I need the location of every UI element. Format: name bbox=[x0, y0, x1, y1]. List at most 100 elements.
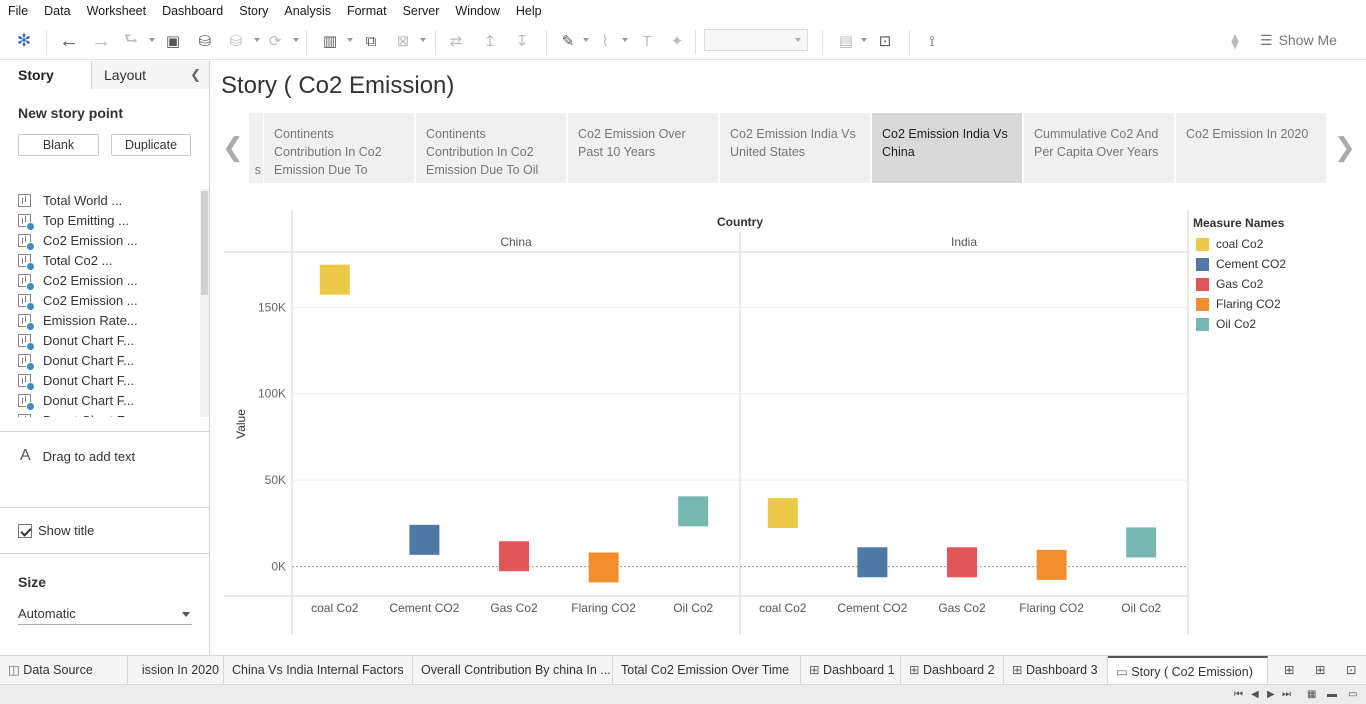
panel-header: China bbox=[500, 235, 532, 249]
previous-point-icon[interactable]: ❮ bbox=[222, 132, 244, 162]
sheet-list-item[interactable]: Co2 Emission ... bbox=[18, 270, 138, 291]
data-mark bbox=[1126, 527, 1157, 558]
save-icon[interactable]: ▣ bbox=[165, 33, 181, 50]
sheet-list-item[interactable]: Emission Rate... bbox=[18, 310, 138, 331]
story-point[interactable]: s bbox=[249, 113, 263, 183]
sheet-list-item[interactable]: Co2 Emission ... bbox=[18, 230, 138, 251]
menu-window[interactable]: Window bbox=[455, 4, 500, 18]
sheet-tab[interactable]: Total Co2 Emission Over Time bbox=[613, 656, 801, 685]
sheet-tab[interactable]: China Vs India Internal Factors bbox=[224, 656, 413, 685]
tableau-logo-icon[interactable]: ✻ bbox=[16, 31, 32, 50]
duplicate-sheet-icon[interactable]: ⧉ bbox=[365, 32, 377, 50]
presentation-icon[interactable]: ⊡ bbox=[878, 33, 892, 50]
size-dropdown[interactable]: Automatic bbox=[18, 603, 192, 625]
data-mark bbox=[1036, 549, 1067, 580]
story-point[interactable]: Continents Contribution In Co2 Emission … bbox=[416, 113, 566, 183]
tab-story[interactable]: Story bbox=[0, 61, 92, 89]
show-me-icon: ☰ bbox=[1260, 31, 1273, 48]
x-tick-label: Gas Co2 bbox=[938, 601, 986, 615]
next-point-icon[interactable]: ❯ bbox=[1334, 132, 1356, 162]
story-point[interactable]: Co2 Emission India Vs China bbox=[872, 113, 1022, 183]
sheet-list-item[interactable]: Total World ... bbox=[18, 190, 122, 210]
new-dashboard-icon[interactable]: ⊞ bbox=[1315, 663, 1326, 677]
legend-item[interactable]: coal Co2 bbox=[1193, 234, 1363, 254]
show-me-button[interactable]: ☰ Show Me bbox=[1260, 29, 1337, 51]
tab-layout[interactable]: Layout bbox=[92, 61, 209, 89]
sheet-tab[interactable]: ◫ Data Source bbox=[0, 656, 128, 685]
sheet-list-item-label: Total World ... bbox=[43, 192, 123, 208]
menu-server[interactable]: Server bbox=[402, 4, 440, 18]
sheet-tab[interactable]: ⊞ Dashboard 1 bbox=[801, 656, 901, 685]
story-point[interactable]: Co2 Emission In 2020 bbox=[1176, 113, 1326, 183]
last-sheet-icon[interactable]: ⏭ bbox=[1282, 689, 1291, 700]
menu-analysis[interactable]: Analysis bbox=[284, 4, 331, 18]
dashboard-icon: ⊞ bbox=[909, 663, 923, 677]
data-mark bbox=[409, 524, 440, 555]
worksheet-icon bbox=[18, 253, 35, 271]
story-points-navigator: s Continents Contribution In Co2 Emission… bbox=[249, 113, 1326, 183]
legend-swatch bbox=[1196, 277, 1209, 291]
menu-dashboard[interactable]: Dashboard bbox=[162, 4, 224, 18]
sheet-list-scroll-thumb[interactable] bbox=[201, 191, 208, 295]
sheet-list-item[interactable]: Donut Chart F... bbox=[18, 410, 134, 417]
undo-icon[interactable]: ← bbox=[59, 29, 79, 52]
legend-item[interactable]: Oil Co2 bbox=[1193, 314, 1363, 334]
legend-label: coal Co2 bbox=[1216, 237, 1264, 251]
x-tick-label: coal Co2 bbox=[311, 601, 359, 615]
new-worksheet-icon[interactable]: ▥ bbox=[322, 33, 338, 50]
worksheet-icon bbox=[18, 213, 35, 231]
show-title-label: Show title bbox=[38, 523, 95, 538]
paperclip-icon: ⌇ bbox=[601, 33, 609, 50]
sheet-list-item[interactable]: Donut Chart F... bbox=[18, 370, 134, 391]
menu-help[interactable]: Help bbox=[515, 4, 542, 18]
sheet-tab[interactable]: ission In 2020 bbox=[128, 656, 224, 685]
show-title-checkbox[interactable] bbox=[18, 523, 32, 538]
filmstrip-view-icon[interactable]: ▬ bbox=[1327, 689, 1337, 700]
menu-file[interactable]: File bbox=[8, 4, 29, 18]
story-point[interactable]: Continents Contribution In Co2 Emission … bbox=[264, 113, 414, 183]
previous-sheet-icon[interactable]: ◀ bbox=[1251, 689, 1259, 700]
grid-view-icon[interactable]: ▦ bbox=[1307, 689, 1317, 700]
sheet-list: Total World ... Top Emitting ... Co2 Emiss… bbox=[0, 189, 209, 417]
next-sheet-icon[interactable]: ▶ bbox=[1267, 689, 1275, 700]
sheet-tab[interactable]: ⊞ Dashboard 2 bbox=[901, 656, 1004, 685]
sheet-list-scrollbar[interactable] bbox=[200, 189, 209, 417]
drag-text-item[interactable]: A Drag to add text bbox=[20, 447, 135, 465]
share-icon[interactable]: ⟟ bbox=[929, 32, 935, 50]
sheet-tab[interactable]: ⊞ Dashboard 3 bbox=[1004, 656, 1108, 685]
sheet-list-item[interactable]: Donut Chart F... bbox=[18, 330, 134, 351]
story-point[interactable]: Cummulative Co2 And Per Capita Over Year… bbox=[1024, 113, 1174, 183]
sheet-list-item[interactable]: Top Emitting ... bbox=[18, 210, 129, 231]
menu-data[interactable]: Data bbox=[44, 4, 71, 18]
sheet-list-item[interactable]: Donut Chart F... bbox=[18, 350, 134, 371]
first-sheet-icon[interactable]: ⏮ bbox=[1234, 689, 1243, 700]
menu-story[interactable]: Story bbox=[239, 4, 269, 18]
legend-item[interactable]: Gas Co2 bbox=[1193, 274, 1363, 294]
highlight-icon[interactable]: ✎ bbox=[561, 33, 575, 50]
sort-descending-icon: ↧ bbox=[515, 33, 529, 50]
sheet-tab[interactable]: ▭ Story ( Co2 Emission) bbox=[1108, 656, 1268, 685]
y-tick-label: 0K bbox=[271, 560, 286, 574]
new-story-icon[interactable]: ⊡ bbox=[1346, 663, 1357, 677]
sheet-list-item-label: Donut Chart F... bbox=[43, 392, 135, 408]
sheet-list-item[interactable]: Co2 Emission ... bbox=[18, 290, 138, 311]
story-point[interactable]: Co2 Emission India Vs United States bbox=[720, 113, 870, 183]
menu-format[interactable]: Format bbox=[346, 4, 387, 18]
sheet-list-item-label: Donut Chart F... bbox=[43, 413, 134, 418]
new-data-source-icon[interactable]: ⛁ bbox=[198, 33, 212, 50]
menu-worksheet[interactable]: Worksheet bbox=[86, 4, 147, 18]
show-title-toggle[interactable]: Show title bbox=[18, 523, 94, 538]
legend-item[interactable]: Flaring CO2 bbox=[1193, 294, 1363, 314]
sheet-list-item-label: Top Emitting ... bbox=[43, 212, 129, 228]
story-point[interactable]: Co2 Emission Over Past 10 Years bbox=[568, 113, 718, 183]
tab-view-icon[interactable]: ▭ bbox=[1348, 689, 1358, 700]
collapse-pane-icon[interactable]: ❮ bbox=[190, 67, 201, 82]
blank-button[interactable]: Blank bbox=[18, 134, 99, 156]
pane-tabs: Story Layout ❮ bbox=[0, 61, 209, 89]
duplicate-button[interactable]: Duplicate bbox=[111, 134, 191, 156]
sheet-list-item[interactable]: Total Co2 ... bbox=[18, 250, 112, 271]
new-worksheet-icon[interactable]: ⊞ bbox=[1284, 663, 1295, 677]
sheet-list-item[interactable]: Donut Chart F... bbox=[18, 390, 135, 411]
sheet-tab[interactable]: Overall Contribution By china In ... bbox=[413, 656, 613, 685]
legend-item[interactable]: Cement CO2 bbox=[1193, 254, 1363, 274]
